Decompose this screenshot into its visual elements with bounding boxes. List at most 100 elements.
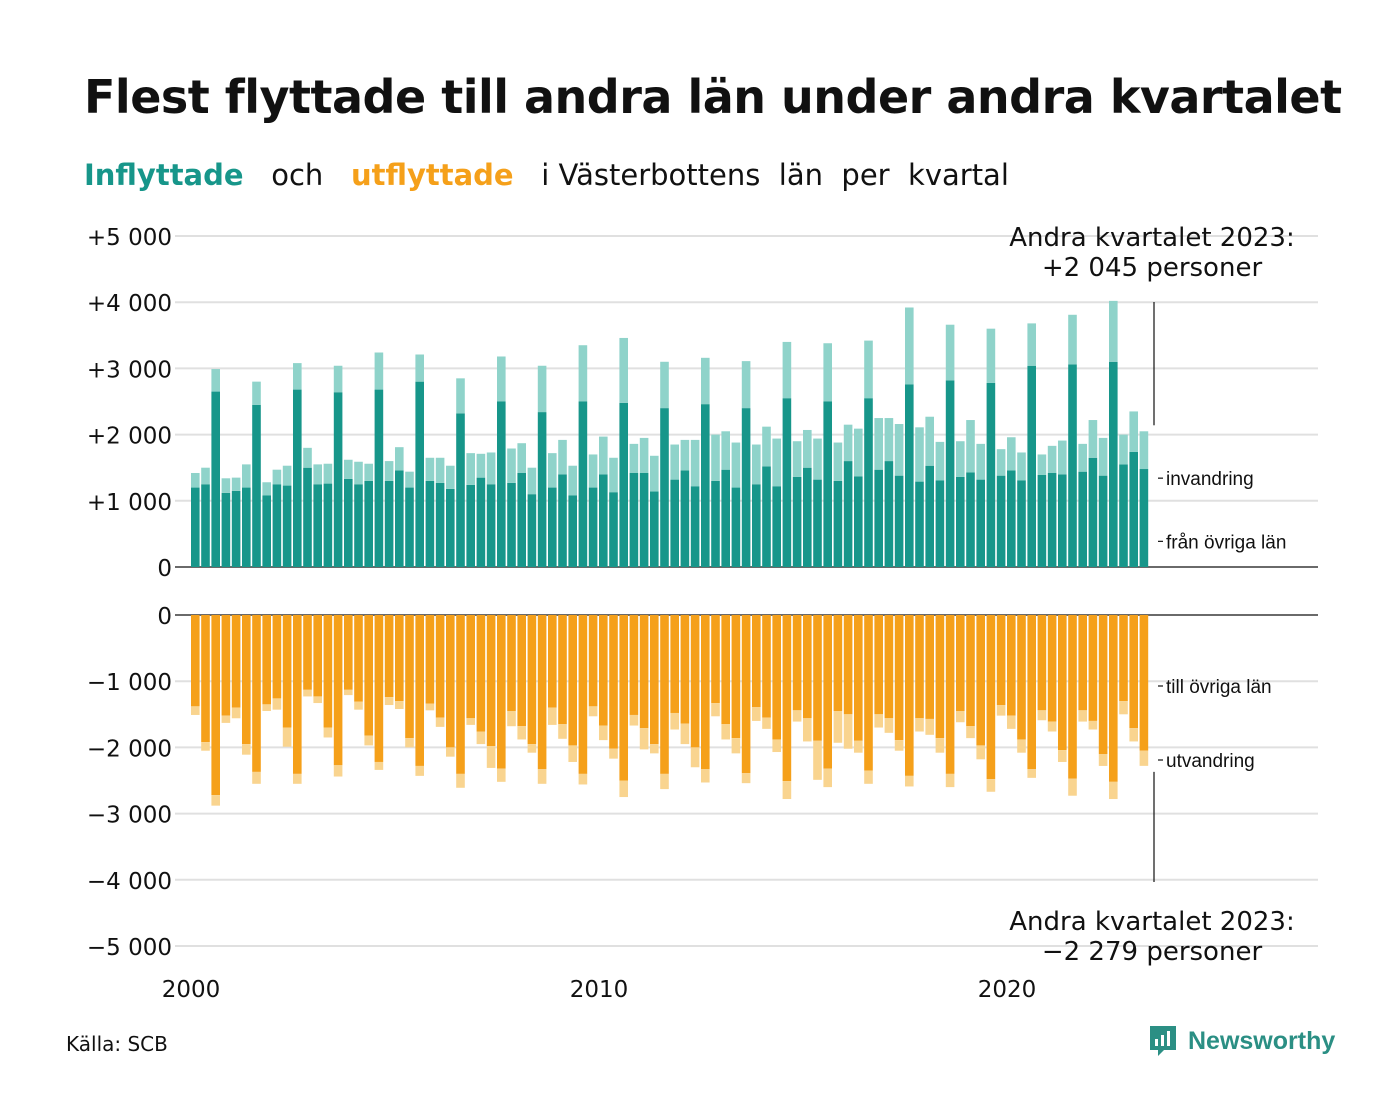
- bar-outflow-domestic: [446, 615, 455, 748]
- bar-outflow-domestic: [548, 615, 557, 708]
- bar-inflow-immigration: [446, 465, 455, 489]
- bar-inflow-immigration: [242, 464, 251, 488]
- bar-inflow-domestic: [823, 401, 832, 567]
- axis-labels: +5 000 +4 000 +3 000 +2 000 +1 000 0 0 −1 000 −2…: [87, 225, 1036, 1003]
- bar-outflow-emigration: [854, 740, 863, 753]
- bar-inflow-immigration: [415, 354, 424, 382]
- series-label-invandring: invandring: [1166, 469, 1254, 490]
- bar-outflow-domestic: [945, 615, 955, 774]
- bar-inflow-immigration: [629, 443, 639, 473]
- bar-outflow-emigration: [446, 747, 455, 757]
- bar-inflow-immigration: [680, 439, 690, 471]
- bar-outflow-emigration: [231, 707, 241, 719]
- bar-outflow-emigration: [1047, 721, 1057, 732]
- bar-inflow-domestic: [1017, 480, 1026, 567]
- bar-inflow-immigration: [701, 357, 710, 405]
- bar-inflow-domestic: [548, 487, 557, 567]
- bar-inflow-domestic: [1078, 471, 1087, 567]
- bar-inflow-domestic: [456, 413, 465, 567]
- brand-logo[interactable]: Newsworthy: [1148, 1024, 1335, 1058]
- bar-outflow-emigration: [1017, 739, 1026, 753]
- bar-outflow-emigration: [333, 765, 343, 777]
- bar-inflow-immigration: [354, 461, 363, 485]
- bar-outflow-emigration: [609, 748, 618, 759]
- bar-inflow-immigration: [813, 438, 822, 480]
- bar-outflow-emigration: [578, 773, 588, 785]
- bar-inflow-immigration: [833, 442, 843, 481]
- bar-inflow-immigration: [517, 443, 526, 473]
- bar-inflow-immigration: [782, 341, 792, 399]
- bar-inflow-immigration: [395, 447, 404, 471]
- bar-inflow-domestic: [384, 480, 394, 567]
- bar-outflow-domestic: [262, 615, 271, 705]
- bar-inflow-domestic: [344, 478, 353, 567]
- bar-outflow-domestic: [425, 615, 435, 704]
- bar-inflow-domestic: [772, 486, 781, 567]
- bar-outflow-emigration: [599, 725, 608, 741]
- bar-inflow-domestic: [894, 475, 904, 567]
- bar-inflow-domestic: [619, 402, 628, 567]
- bar-inflow-immigration: [282, 465, 292, 486]
- bar-inflow-immigration: [915, 427, 924, 482]
- bar-outflow-domestic: [497, 615, 506, 769]
- chart-title: Flest flyttade till andra län under andr…: [84, 70, 1342, 124]
- bar-outflow-domestic: [1098, 615, 1108, 755]
- bar-inflow-domestic: [293, 389, 302, 567]
- bar-outflow-domestic: [986, 615, 996, 780]
- bar-outflow-emigration: [945, 773, 955, 788]
- bar-inflow-immigration: [221, 478, 231, 493]
- bar-inflow-domestic: [854, 476, 863, 567]
- bar-outflow-domestic: [242, 615, 251, 745]
- bar-inflow-immigration: [313, 464, 322, 485]
- bar-inflow-immigration: [293, 363, 302, 390]
- bar-outflow-emigration: [568, 745, 577, 762]
- bar-inflow-domestic: [650, 491, 659, 567]
- annotation-bottom-line1: Andra kvartalet 2023:: [1009, 907, 1294, 937]
- bar-outflow-domestic: [384, 615, 394, 698]
- bar-outflow-emigration: [425, 703, 435, 711]
- bar-inflow-immigration: [752, 444, 761, 485]
- bar-outflow-emigration: [1139, 750, 1149, 766]
- bar-inflow-domestic: [905, 384, 914, 567]
- bar-outflow-emigration: [323, 727, 333, 738]
- bar-outflow-emigration: [374, 761, 384, 770]
- bar-outflow-domestic: [507, 615, 516, 711]
- bar-outflow-domestic: [405, 615, 414, 739]
- bottom-y-tick-label: −3 000: [87, 803, 172, 829]
- bar-inflow-domestic: [639, 472, 649, 567]
- bar-inflow-immigration: [1037, 454, 1047, 475]
- bottom-y-tick-label: −4 000: [87, 869, 172, 895]
- annotation-top-line2: +2 045 personer: [1042, 253, 1263, 283]
- bar-inflow-domestic: [660, 408, 669, 567]
- bar-inflow-domestic: [782, 398, 792, 567]
- bar-outflow-domestic: [282, 615, 292, 728]
- bar-inflow-immigration: [772, 438, 781, 487]
- bar-outflow-emigration: [762, 717, 771, 729]
- bottom-y-tick-label: −5 000: [87, 935, 172, 961]
- bar-inflow-immigration: [925, 416, 934, 466]
- bar-outflow-domestic: [731, 615, 741, 739]
- series-label-utvandring: utvandring: [1166, 751, 1255, 772]
- bar-outflow-domestic: [374, 615, 384, 762]
- source-note: Källa: SCB: [66, 1032, 168, 1056]
- bar-outflow-emigration: [690, 747, 700, 768]
- bar-inflow-domestic: [690, 486, 700, 567]
- bar-inflow-immigration: [690, 439, 700, 487]
- bar-outflow-emigration: [639, 728, 649, 750]
- bar-inflow-immigration: [435, 457, 445, 483]
- series-label-till-ovriga-lan: till övriga län: [1166, 677, 1272, 698]
- bar-outflow-emigration: [670, 712, 679, 730]
- bar-outflow-domestic: [884, 615, 894, 719]
- bar-inflow-domestic: [599, 474, 608, 567]
- bar-outflow-emigration: [527, 744, 537, 753]
- top-y-tick-label: +2 000: [87, 424, 172, 450]
- bar-outflow-domestic: [1109, 615, 1118, 782]
- bar-inflow-immigration: [803, 429, 812, 468]
- subtitle-outflow-word: utflyttade: [350, 158, 514, 192]
- bar-outflow-emigration: [272, 698, 282, 710]
- bar-outflow-emigration: [1119, 701, 1128, 715]
- bar-outflow-domestic: [476, 615, 486, 732]
- bar-inflow-domestic: [1139, 469, 1149, 567]
- inflow-bars: [191, 300, 1149, 567]
